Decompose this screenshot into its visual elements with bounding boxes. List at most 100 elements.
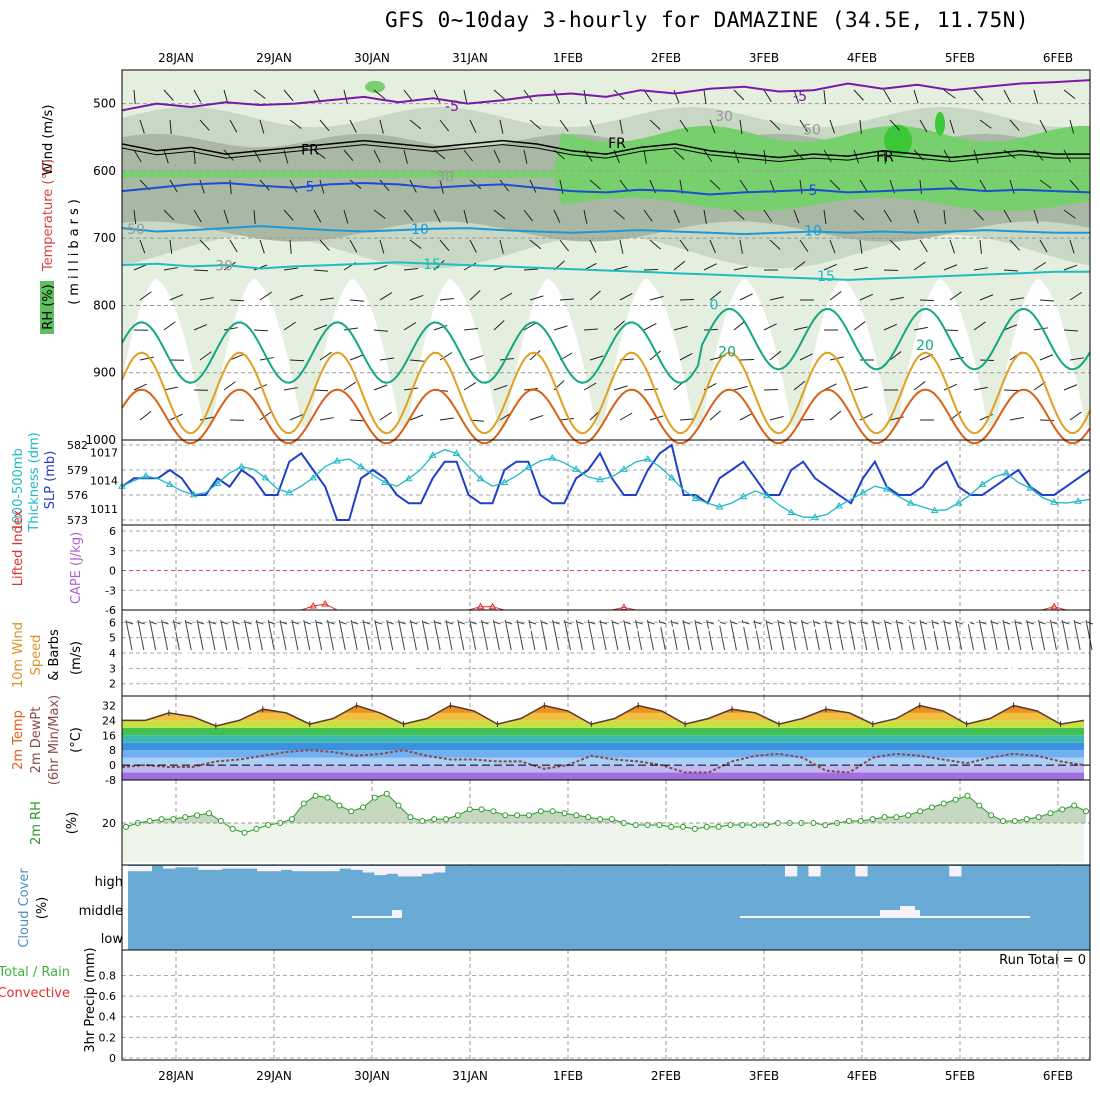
wind-barb (409, 294, 424, 301)
slp-marker (859, 488, 867, 496)
rh2m-marker (312, 792, 319, 799)
wind-barb (973, 267, 988, 271)
wind-barb-flag (861, 621, 868, 625)
temp-tick-label: 24 (102, 714, 116, 727)
wind-barb (349, 299, 364, 302)
wind-barb (793, 261, 806, 271)
wind-speed-marker (549, 634, 556, 641)
temp-band (122, 772, 1084, 780)
wind-barb (949, 239, 956, 254)
isotherm-label: 5 (306, 180, 315, 196)
wind-barb (889, 119, 900, 131)
wind-barb (769, 239, 781, 250)
li-marker (620, 603, 628, 610)
cloud-high-clear (257, 866, 270, 872)
wind-barb-10m (801, 619, 809, 651)
isotherm-label: 0 (710, 297, 719, 313)
cloud-high-clear (421, 866, 434, 874)
wind-barb (799, 179, 803, 194)
wind-barb-flag (399, 621, 406, 625)
wind-barb (1003, 209, 1012, 223)
wind-barb-10m (884, 619, 892, 651)
wind-barb-flag (375, 621, 383, 625)
rh-area-fill (126, 793, 1086, 823)
wind-barb-flag (411, 621, 418, 625)
wind-barb (913, 89, 919, 104)
top-date-label: 6FEB (1043, 51, 1073, 65)
wind-barb (1039, 354, 1054, 361)
wind-speed-marker (988, 648, 995, 655)
wind-barb (319, 351, 332, 361)
wind-barb-10m (1073, 619, 1081, 651)
wind-barb (379, 239, 385, 254)
isotherm-label: 15 (817, 269, 835, 285)
wind-barb (553, 89, 560, 104)
wind-barb (679, 352, 693, 361)
wind-barb (343, 327, 358, 331)
wind-barb (1063, 209, 1076, 219)
wind-barb-10m (990, 619, 998, 651)
wind-barb-flag (920, 621, 928, 625)
slp-marker (524, 463, 533, 470)
slp-marker (357, 462, 365, 470)
wind-barb-flag (897, 621, 904, 625)
rh2m-marker (1047, 810, 1054, 817)
rh2m-panel: 20 (102, 779, 1091, 866)
wind-barb (439, 119, 450, 132)
cloud-cover-panel (121, 864, 1091, 951)
wind-tick-label: 6 (109, 616, 116, 629)
wind-barb (223, 327, 238, 331)
wind-barb-10m (943, 619, 951, 651)
wind-tick-label: 2 (109, 678, 116, 691)
wind-barb-10m (457, 619, 465, 651)
wind-speed-marker (668, 625, 675, 632)
wind-speed-marker (597, 650, 604, 656)
wind-speed-marker (1047, 642, 1054, 649)
wind-barb (163, 386, 178, 391)
slp-marker (381, 478, 389, 485)
wind-speed-marker (715, 620, 722, 627)
cape-label: CAPE (J/kg) (69, 532, 84, 604)
wind-barb (1063, 384, 1078, 391)
slp-label: SLP (mb) (43, 451, 58, 510)
wind-barb (259, 411, 272, 421)
wind-barb-flag (790, 621, 797, 625)
wind-barb-10m (1038, 619, 1046, 651)
isotherm-label: 50 (803, 123, 821, 139)
cloud-mid-clear (352, 916, 392, 918)
wind-barb (733, 320, 746, 331)
wind-barb (259, 291, 272, 301)
slp-marker (1002, 469, 1011, 476)
cloud-high-clear (808, 866, 821, 877)
wind-speed-marker (194, 653, 201, 660)
isotherm-label: -5 (793, 89, 807, 105)
wind-barb-flag (209, 621, 217, 625)
rh2m-marker (549, 808, 556, 815)
wind-barb (973, 149, 979, 164)
wind-barb-flag (186, 621, 193, 625)
wind-barb (163, 321, 176, 331)
top-date-label: 5FEB (945, 51, 975, 65)
wind-barb (163, 209, 175, 221)
wind-speed-marker (146, 645, 153, 652)
wind-speed-marker (288, 666, 295, 673)
wind-barb (253, 149, 262, 163)
wind-barb-10m (492, 619, 500, 651)
wind-speed-marker (1035, 637, 1042, 644)
wind-barb (889, 239, 901, 251)
wind-barb (559, 239, 570, 252)
left-panel-labels: Wind (m/s) Temperature (°C) RH (%) (mill… (0, 105, 1086, 1053)
wind-barb (499, 239, 504, 254)
slp-marker (285, 488, 294, 496)
wind-barb-flag (992, 621, 999, 625)
wind-barb (973, 209, 984, 221)
slp-marker (404, 474, 413, 482)
wind-barb (1003, 89, 1012, 103)
wind-barb (1009, 239, 1020, 251)
wind-speed-marker (608, 631, 615, 638)
wind-barb (553, 325, 568, 331)
wind-barb (733, 209, 745, 220)
wind-speed-marker (134, 654, 141, 661)
wind-barb (913, 326, 928, 331)
isotherm-FR (121, 139, 1090, 159)
